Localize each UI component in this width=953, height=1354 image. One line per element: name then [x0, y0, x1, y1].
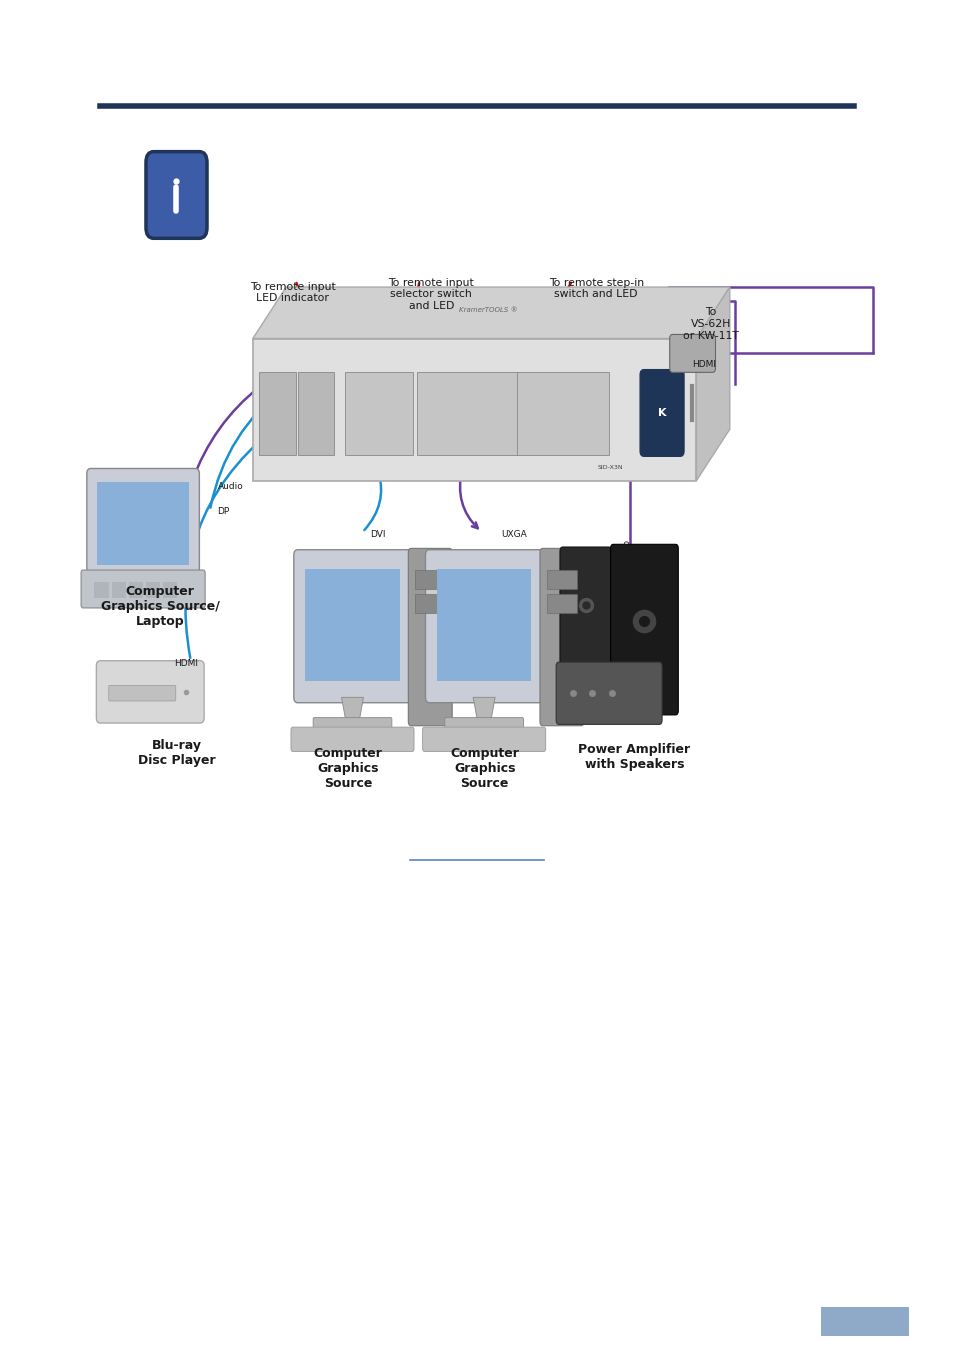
FancyBboxPatch shape [294, 550, 411, 703]
FancyBboxPatch shape [415, 570, 445, 589]
Polygon shape [253, 287, 729, 338]
Polygon shape [473, 697, 495, 722]
Text: UXGA: UXGA [500, 531, 526, 539]
Text: Computer
Graphics Source/
Laptop: Computer Graphics Source/ Laptop [101, 585, 219, 628]
FancyBboxPatch shape [129, 582, 143, 598]
FancyBboxPatch shape [313, 718, 392, 734]
FancyBboxPatch shape [436, 569, 531, 681]
FancyBboxPatch shape [87, 468, 199, 581]
FancyBboxPatch shape [408, 548, 452, 726]
FancyBboxPatch shape [422, 727, 545, 751]
Text: Computer
Graphics
Source: Computer Graphics Source [314, 747, 382, 791]
FancyBboxPatch shape [669, 334, 715, 372]
Text: DVI: DVI [370, 531, 385, 539]
FancyBboxPatch shape [146, 152, 207, 238]
FancyBboxPatch shape [425, 550, 542, 703]
Text: Power Amplifier
with Speakers: Power Amplifier with Speakers [578, 743, 690, 772]
FancyBboxPatch shape [163, 582, 177, 598]
FancyBboxPatch shape [821, 1307, 908, 1336]
FancyBboxPatch shape [253, 338, 696, 481]
FancyBboxPatch shape [639, 370, 683, 456]
FancyBboxPatch shape [345, 372, 413, 455]
FancyBboxPatch shape [415, 594, 445, 613]
FancyBboxPatch shape [146, 582, 160, 598]
Text: Audio: Audio [622, 539, 632, 563]
FancyBboxPatch shape [96, 661, 204, 723]
FancyBboxPatch shape [291, 727, 414, 751]
Text: HDMI: HDMI [173, 659, 197, 668]
FancyBboxPatch shape [610, 544, 678, 715]
FancyBboxPatch shape [546, 594, 577, 613]
FancyBboxPatch shape [444, 718, 523, 734]
Text: To remote input
LED indicator: To remote input LED indicator [250, 282, 335, 303]
FancyBboxPatch shape [94, 582, 109, 598]
FancyBboxPatch shape [112, 582, 126, 598]
FancyBboxPatch shape [556, 662, 661, 724]
FancyBboxPatch shape [539, 548, 583, 726]
Text: To
VS-62H
or KW-11T: To VS-62H or KW-11T [682, 307, 738, 341]
FancyBboxPatch shape [109, 685, 175, 701]
FancyBboxPatch shape [559, 547, 611, 674]
Text: KramerTOOLS ®: KramerTOOLS ® [458, 307, 517, 313]
Text: K: K [658, 408, 665, 418]
Text: DP: DP [217, 508, 230, 516]
FancyBboxPatch shape [81, 570, 205, 608]
FancyBboxPatch shape [517, 372, 608, 455]
FancyBboxPatch shape [305, 569, 399, 681]
Text: Computer
Graphics
Source: Computer Graphics Source [450, 747, 518, 791]
Text: To remote step-in
switch and LED: To remote step-in switch and LED [548, 278, 643, 299]
Text: To remote input
selector switch
and LED: To remote input selector switch and LED [388, 278, 474, 311]
FancyBboxPatch shape [259, 372, 295, 455]
Text: SID-X3N: SID-X3N [598, 464, 622, 470]
Polygon shape [696, 287, 729, 481]
FancyBboxPatch shape [416, 372, 517, 455]
FancyBboxPatch shape [97, 482, 189, 565]
Text: Audio: Audio [217, 482, 243, 490]
Text: Blu-ray
Disc Player: Blu-ray Disc Player [137, 739, 215, 768]
FancyBboxPatch shape [297, 372, 334, 455]
FancyBboxPatch shape [546, 570, 577, 589]
Polygon shape [341, 697, 363, 722]
Text: HDMI: HDMI [692, 360, 716, 368]
